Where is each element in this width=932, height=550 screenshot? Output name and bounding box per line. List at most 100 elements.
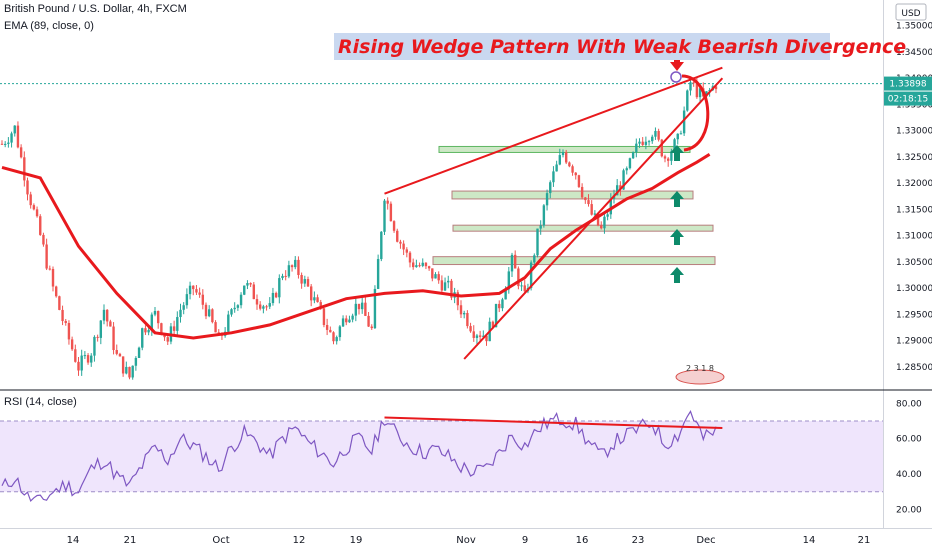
wedge-line[interactable]: [463, 77, 724, 360]
candle-body: [380, 231, 383, 260]
rsi-pane[interactable]: [1, 410, 723, 502]
wedge-lines: [384, 66, 724, 360]
candle-body: [96, 336, 99, 338]
rsi-line: [1, 410, 717, 502]
currency-label[interactable]: USD: [901, 9, 920, 19]
candle-body: [329, 329, 332, 333]
candle-body: [615, 185, 619, 196]
time-tick-label: 14: [67, 535, 80, 546]
candle-body: [233, 307, 236, 310]
symbol-line[interactable]: British Pound / U.S. Dollar, 4h, FXCM: [4, 3, 187, 15]
candle-body: [309, 286, 313, 301]
rsi-label[interactable]: RSI (14, close): [4, 396, 77, 408]
candle-body: [679, 133, 683, 135]
candle-body: [705, 91, 708, 97]
candle-body: [29, 194, 32, 206]
candle-body: [507, 271, 511, 290]
support-zones: [432, 145, 716, 266]
candle-body: [364, 302, 367, 316]
countdown-badge: [884, 91, 932, 106]
price-tick-label: 1.31000: [896, 232, 932, 242]
candle-body: [265, 306, 268, 308]
candle-body: [415, 265, 418, 268]
candle-body: [571, 166, 574, 173]
time-tick-label: 21: [124, 535, 137, 546]
candle-body: [325, 324, 329, 330]
candle-body: [150, 314, 154, 331]
candle-body: [427, 266, 431, 269]
candle-body: [335, 337, 338, 342]
candle-body: [596, 213, 600, 226]
candle-body: [408, 252, 412, 263]
price-badge-value: 1.33898: [889, 80, 926, 90]
ema-line-label[interactable]: EMA (89, close, 0): [4, 20, 94, 32]
candle-body: [545, 193, 549, 206]
candle-body: [3, 143, 7, 145]
candle-body: [19, 147, 23, 158]
candle-body: [673, 139, 676, 152]
candle-body: [466, 312, 469, 327]
candle-body: [70, 339, 74, 350]
candle-body: [654, 130, 657, 137]
candle-body: [32, 205, 36, 210]
candle-body: [105, 309, 109, 322]
candle-body: [456, 292, 460, 306]
candle-body: [644, 141, 648, 145]
support-zone[interactable]: [451, 190, 694, 200]
ema-line[interactable]: [1, 153, 711, 340]
support-zone[interactable]: [432, 256, 716, 266]
candle-body: [373, 288, 377, 329]
countdown-value: 02:18:15: [888, 95, 928, 105]
candle-body: [443, 282, 447, 291]
support-zone[interactable]: [438, 145, 691, 153]
candle-body: [284, 275, 287, 277]
candle-body: [590, 204, 593, 215]
rsi-tick-label: 60.00: [896, 435, 922, 445]
candle-body: [144, 328, 147, 333]
rsi-axis[interactable]: 80.00 60.00 40.00 20.00: [896, 399, 922, 515]
candle-body: [357, 303, 361, 310]
candle-body: [434, 274, 437, 279]
candle-body: [99, 320, 103, 338]
time-tick-label: 19: [350, 535, 363, 546]
candle-body: [160, 323, 163, 335]
time-axis[interactable]: 14 21 Oct 12 19 Nov 9 16 23 Dec 14 21: [67, 535, 871, 546]
price-axis[interactable]: 1.350001.345001.340001.335001.330001.325…: [896, 22, 932, 373]
candle-body: [163, 334, 166, 338]
candle-body: [268, 303, 271, 307]
candle-body: [482, 335, 485, 337]
candle-body: [48, 268, 52, 270]
candle-body: [188, 285, 192, 295]
candle-body: [520, 285, 523, 287]
candle-body: [635, 143, 638, 153]
candle-body: [555, 164, 558, 172]
candle-body: [472, 331, 475, 338]
candle-body: [51, 268, 55, 287]
candle-body: [389, 203, 393, 222]
candle-body: [513, 254, 517, 269]
candle-body: [367, 315, 370, 327]
candle-body: [399, 241, 402, 244]
candle-body: [517, 268, 520, 287]
candle-body: [211, 309, 214, 323]
candle-body: [552, 171, 555, 183]
currency-box[interactable]: [895, 3, 927, 21]
wedge-line[interactable]: [384, 66, 723, 195]
candle-body: [510, 254, 514, 272]
candle-body: [396, 230, 399, 242]
candle-body: [102, 309, 106, 321]
candle-body: [657, 130, 660, 140]
candle-body: [549, 182, 552, 194]
candle-body: [153, 310, 157, 315]
candle-body: [141, 328, 144, 348]
candle-body: [431, 268, 434, 279]
candle-body: [332, 332, 335, 342]
candle-body: [402, 243, 405, 250]
candle-body: [338, 326, 342, 338]
candle-body: [418, 265, 421, 267]
candle-body: [93, 336, 96, 356]
time-tick-label: 16: [576, 535, 589, 546]
candle-body: [609, 198, 613, 215]
candle-body: [217, 332, 220, 334]
